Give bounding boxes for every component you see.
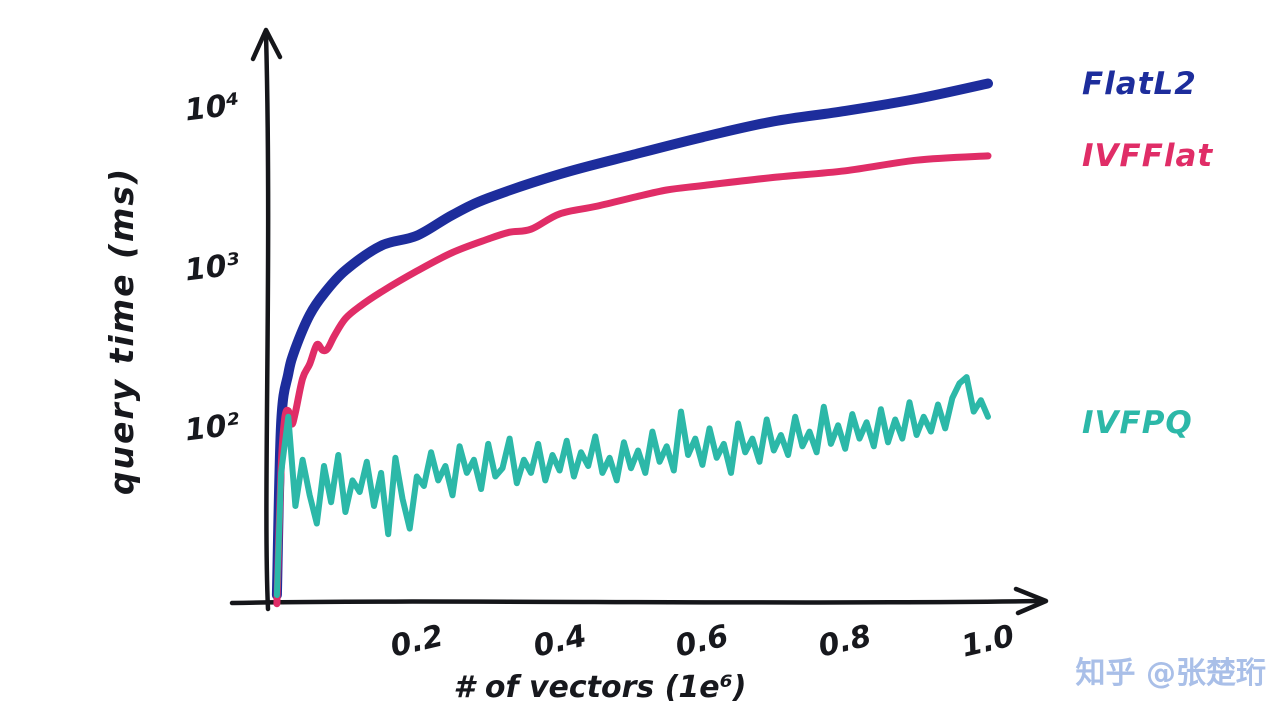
legend-label-ivfpq: IVFPQ — [1082, 405, 1193, 441]
y-axis-arrow-icon — [250, 27, 283, 62]
series-line-ivfflat — [273, 152, 992, 608]
legend-label-flatl2: FlatL2 — [1082, 66, 1197, 102]
x-axis-title: # of vectors (1e⁶) — [453, 670, 747, 705]
x-axis-arrow-icon — [1013, 586, 1049, 616]
x-axis — [229, 598, 1047, 606]
y-axis-title: query time (ms) — [102, 166, 141, 496]
series-line-flatl2 — [271, 78, 993, 600]
legend-label-ivfflat: IVFFlat — [1082, 138, 1214, 174]
y-axis — [263, 31, 271, 612]
series-line-ivfpq — [273, 374, 991, 598]
watermark: 知乎 @张楚珩 — [1075, 656, 1266, 691]
